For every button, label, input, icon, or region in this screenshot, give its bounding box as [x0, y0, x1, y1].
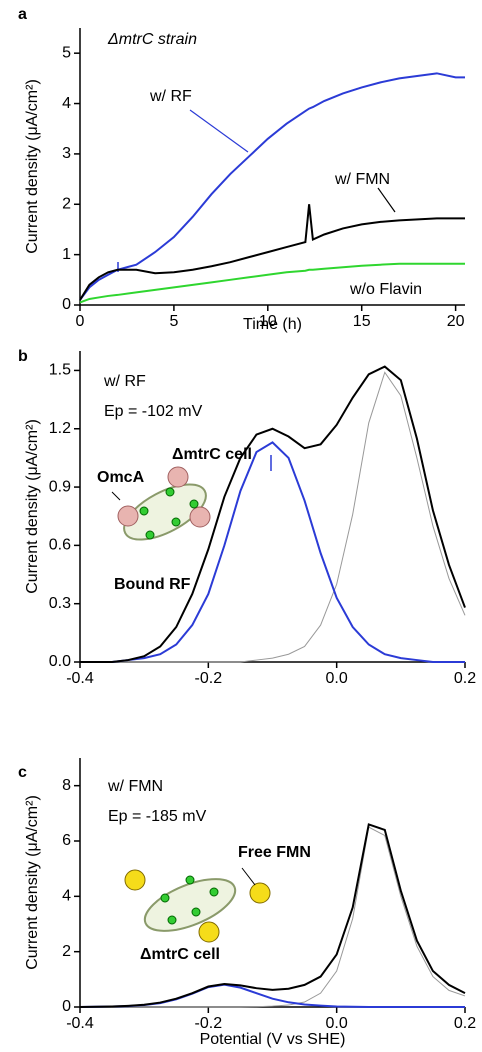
x-tick-label: 0.2 — [454, 1015, 476, 1032]
x-tick-label: 15 — [353, 313, 371, 330]
x-tick-label: 0.0 — [326, 670, 348, 687]
annotation: w/ FMN — [107, 778, 163, 795]
series-line — [80, 441, 465, 663]
bound-rf — [139, 506, 149, 516]
x-axis-label: Potential (V vs SHE) — [200, 1031, 346, 1048]
omca — [117, 505, 139, 527]
x-tick-label: -0.2 — [195, 670, 223, 687]
x-tick-label: 5 — [169, 313, 178, 330]
series-label: w/ RF — [149, 88, 192, 105]
x-tick-label: 0.0 — [326, 1015, 348, 1032]
bound-rf — [171, 517, 181, 527]
decorations — [111, 109, 396, 943]
y-tick-label: 1.5 — [49, 362, 71, 379]
y-tick-label: 0.9 — [49, 478, 71, 495]
annotation: ΔmtrC cell — [140, 946, 220, 963]
y-tick-label: 0.0 — [49, 653, 71, 670]
bound-rf — [145, 530, 155, 540]
leader — [377, 187, 396, 213]
series-line — [80, 826, 466, 1008]
x-tick-label: 0.2 — [454, 670, 476, 687]
free-fmn — [124, 869, 146, 891]
bound-rf — [189, 499, 199, 509]
leader — [241, 867, 256, 886]
y-tick-label: 3 — [62, 145, 71, 162]
y-tick-label: 2 — [62, 943, 71, 960]
y-tick-label: 4 — [62, 95, 71, 112]
bound-rf — [165, 487, 175, 497]
series-line — [79, 262, 465, 304]
free-fmn — [198, 921, 220, 943]
panel-letter: c — [18, 764, 27, 781]
series-line — [79, 72, 465, 301]
series-line — [80, 365, 466, 663]
x-axis-label: Time (h) — [243, 316, 302, 333]
y-tick-label: 2 — [62, 195, 71, 212]
series-label: w/o Flavin — [349, 281, 422, 298]
dot — [160, 893, 170, 903]
annotation: Ep = -102 mV — [104, 403, 203, 420]
y-axis-label: Current density (μA/cm²) — [24, 79, 41, 254]
series-label: w/ FMN — [334, 171, 390, 188]
annotation: w/ RF — [103, 373, 146, 390]
y-axis-label: Current density (μA/cm²) — [24, 419, 41, 594]
omca — [189, 506, 211, 528]
annotation: ΔmtrC cell — [172, 446, 252, 463]
leader — [189, 109, 249, 153]
y-tick-label: 5 — [62, 44, 71, 61]
series-line — [79, 204, 465, 301]
x-tick-label: -0.4 — [66, 1015, 94, 1032]
series-line — [80, 371, 466, 663]
y-tick-label: 8 — [62, 777, 71, 794]
y-tick-label: 4 — [62, 888, 71, 905]
panel-letter: a — [18, 6, 27, 23]
x-tick-label: 10 — [259, 313, 277, 330]
dot — [209, 887, 219, 897]
free-fmn — [249, 882, 271, 904]
dot — [185, 875, 195, 885]
annotation: ΔmtrC strain — [107, 31, 197, 48]
omca — [167, 466, 189, 488]
series-line — [79, 983, 465, 1008]
annotation: OmcA — [97, 469, 145, 486]
x-tick-label: -0.2 — [195, 1015, 223, 1032]
y-tick-label: 1 — [62, 246, 71, 263]
x-tick-label: 20 — [447, 313, 465, 330]
y-tick-label: 6 — [62, 832, 71, 849]
x-tick-label: 0 — [76, 313, 85, 330]
y-tick-label: 0.3 — [49, 595, 71, 612]
x-tick-label: -0.4 — [66, 670, 94, 687]
cell-inset-c — [111, 491, 271, 943]
cell — [123, 483, 207, 541]
panel-letter: b — [18, 348, 28, 365]
annotation: Ep = -185 mV — [108, 808, 207, 825]
y-tick-label: 1.2 — [49, 420, 71, 437]
annotation: Free FMN — [238, 844, 311, 861]
cell-inset-b — [117, 466, 211, 541]
dot — [167, 915, 177, 925]
y-tick-label: 0 — [62, 296, 71, 313]
dot — [191, 907, 201, 917]
y-axis-label: Current density (μA/cm²) — [24, 795, 41, 970]
leader — [111, 491, 121, 501]
y-tick-label: 0 — [62, 998, 71, 1015]
annotation: Bound RF — [114, 576, 191, 593]
series-line — [79, 823, 466, 1008]
y-tick-label: 0.6 — [49, 537, 71, 554]
